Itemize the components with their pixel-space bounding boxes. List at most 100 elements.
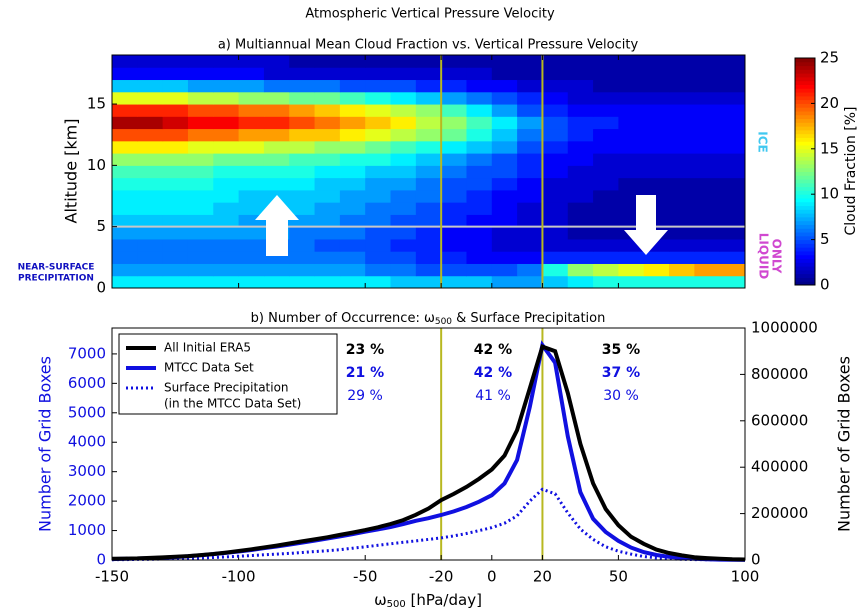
heat-cell bbox=[441, 263, 467, 277]
colorbar-swatch bbox=[795, 266, 815, 271]
heat-cell bbox=[365, 55, 392, 68]
heat-cell bbox=[137, 214, 164, 228]
colorbar-swatch bbox=[795, 250, 815, 256]
colorbar-swatch bbox=[795, 80, 815, 85]
heat-cell bbox=[238, 165, 265, 179]
heat-cell bbox=[669, 140, 695, 154]
heat-cell bbox=[491, 202, 518, 215]
colorbar-swatch bbox=[795, 95, 815, 101]
heat-cell bbox=[669, 79, 695, 93]
heat-cell bbox=[567, 165, 594, 179]
heat-cell bbox=[542, 91, 569, 105]
heat-cell bbox=[491, 226, 518, 240]
heat-cell bbox=[567, 128, 594, 142]
y-tick-label: 5000 bbox=[68, 403, 106, 421]
heat-cell bbox=[112, 263, 138, 277]
heat-cell bbox=[314, 55, 341, 68]
heat-cell bbox=[365, 128, 392, 142]
heat-cell bbox=[517, 104, 543, 117]
heat-cell bbox=[314, 165, 341, 179]
heat-cell bbox=[339, 177, 366, 191]
legend-label: MTCC Data Set bbox=[164, 361, 254, 375]
colorbar-swatch bbox=[795, 133, 815, 138]
heat-cell bbox=[618, 263, 645, 277]
colorbar-swatch bbox=[795, 88, 815, 93]
heat-cell bbox=[517, 91, 543, 105]
heat-cell bbox=[466, 67, 493, 81]
heat-cell bbox=[390, 275, 417, 289]
heat-cell bbox=[289, 91, 316, 105]
heat-cell bbox=[137, 238, 164, 252]
heat-cell bbox=[669, 202, 695, 215]
heat-cell bbox=[415, 67, 442, 81]
heat-cell bbox=[593, 238, 619, 252]
heat-cell bbox=[567, 202, 594, 215]
legend-label: All Initial ERA5 bbox=[164, 341, 251, 355]
heat-cell bbox=[643, 153, 670, 166]
heat-cell bbox=[365, 165, 392, 179]
heat-cell bbox=[339, 104, 366, 117]
colorbar-swatch bbox=[795, 129, 815, 135]
heat-cell bbox=[618, 140, 645, 154]
heat-cell bbox=[618, 177, 645, 191]
heat-cell bbox=[643, 177, 670, 191]
heat-cell bbox=[187, 177, 214, 191]
heat-cell bbox=[390, 128, 417, 142]
heat-cell bbox=[466, 226, 493, 240]
heat-cell bbox=[390, 177, 417, 191]
heat-cell bbox=[289, 153, 316, 166]
heat-cell bbox=[441, 251, 467, 264]
colorbar-swatch bbox=[795, 73, 815, 78]
colorbar-swatch bbox=[795, 273, 815, 278]
y2-tick-label: 400000 bbox=[751, 458, 808, 476]
heat-cell bbox=[390, 79, 417, 93]
heat-cell bbox=[390, 153, 417, 166]
title-part: b) Number of Occurrence: bbox=[251, 311, 424, 326]
heat-cell bbox=[466, 153, 493, 166]
heat-cell bbox=[618, 128, 645, 142]
heat-cell bbox=[719, 251, 746, 264]
heat-cell bbox=[466, 238, 493, 252]
heat-cell bbox=[593, 104, 619, 117]
heat-cell bbox=[719, 140, 746, 154]
heat-cell bbox=[365, 214, 392, 228]
heat-cell bbox=[365, 226, 392, 240]
heat-cell bbox=[213, 177, 240, 191]
colorbar-swatch bbox=[795, 61, 815, 67]
heat-cell bbox=[162, 202, 189, 215]
colorbar-swatch bbox=[795, 224, 815, 229]
heat-cell bbox=[415, 128, 442, 142]
heat-cell bbox=[112, 238, 138, 252]
heat-cell bbox=[289, 238, 316, 252]
heat-cell bbox=[365, 238, 392, 252]
y-tick-label: 6000 bbox=[68, 374, 106, 392]
heat-cell bbox=[415, 104, 442, 117]
heat-cell bbox=[238, 128, 265, 142]
heat-cell bbox=[618, 275, 645, 289]
heat-cell bbox=[162, 214, 189, 228]
heat-cell bbox=[162, 226, 189, 240]
heat-cell bbox=[415, 251, 442, 264]
heat-cell bbox=[162, 116, 189, 130]
heat-cell bbox=[466, 55, 493, 68]
heat-cell bbox=[719, 214, 746, 228]
heat-cell bbox=[542, 116, 569, 130]
heat-cell bbox=[542, 263, 569, 277]
heat-cell bbox=[112, 79, 138, 93]
colorbar-swatch bbox=[795, 277, 815, 282]
region-share: 35 % bbox=[602, 342, 640, 358]
heat-cell bbox=[466, 189, 493, 203]
heat-cell bbox=[694, 263, 721, 277]
heat-cell bbox=[517, 165, 543, 179]
heat-cell bbox=[441, 55, 467, 68]
heat-cell bbox=[491, 67, 518, 81]
heat-cell bbox=[415, 263, 442, 277]
heat-cell bbox=[238, 251, 265, 264]
colorbar-swatch bbox=[795, 220, 815, 225]
heat-cell bbox=[517, 238, 543, 252]
heat-cell bbox=[466, 140, 493, 154]
heat-cell bbox=[390, 202, 417, 215]
region-share: 30 % bbox=[603, 388, 639, 404]
heat-cell bbox=[263, 153, 290, 166]
heat-cell bbox=[289, 128, 316, 142]
